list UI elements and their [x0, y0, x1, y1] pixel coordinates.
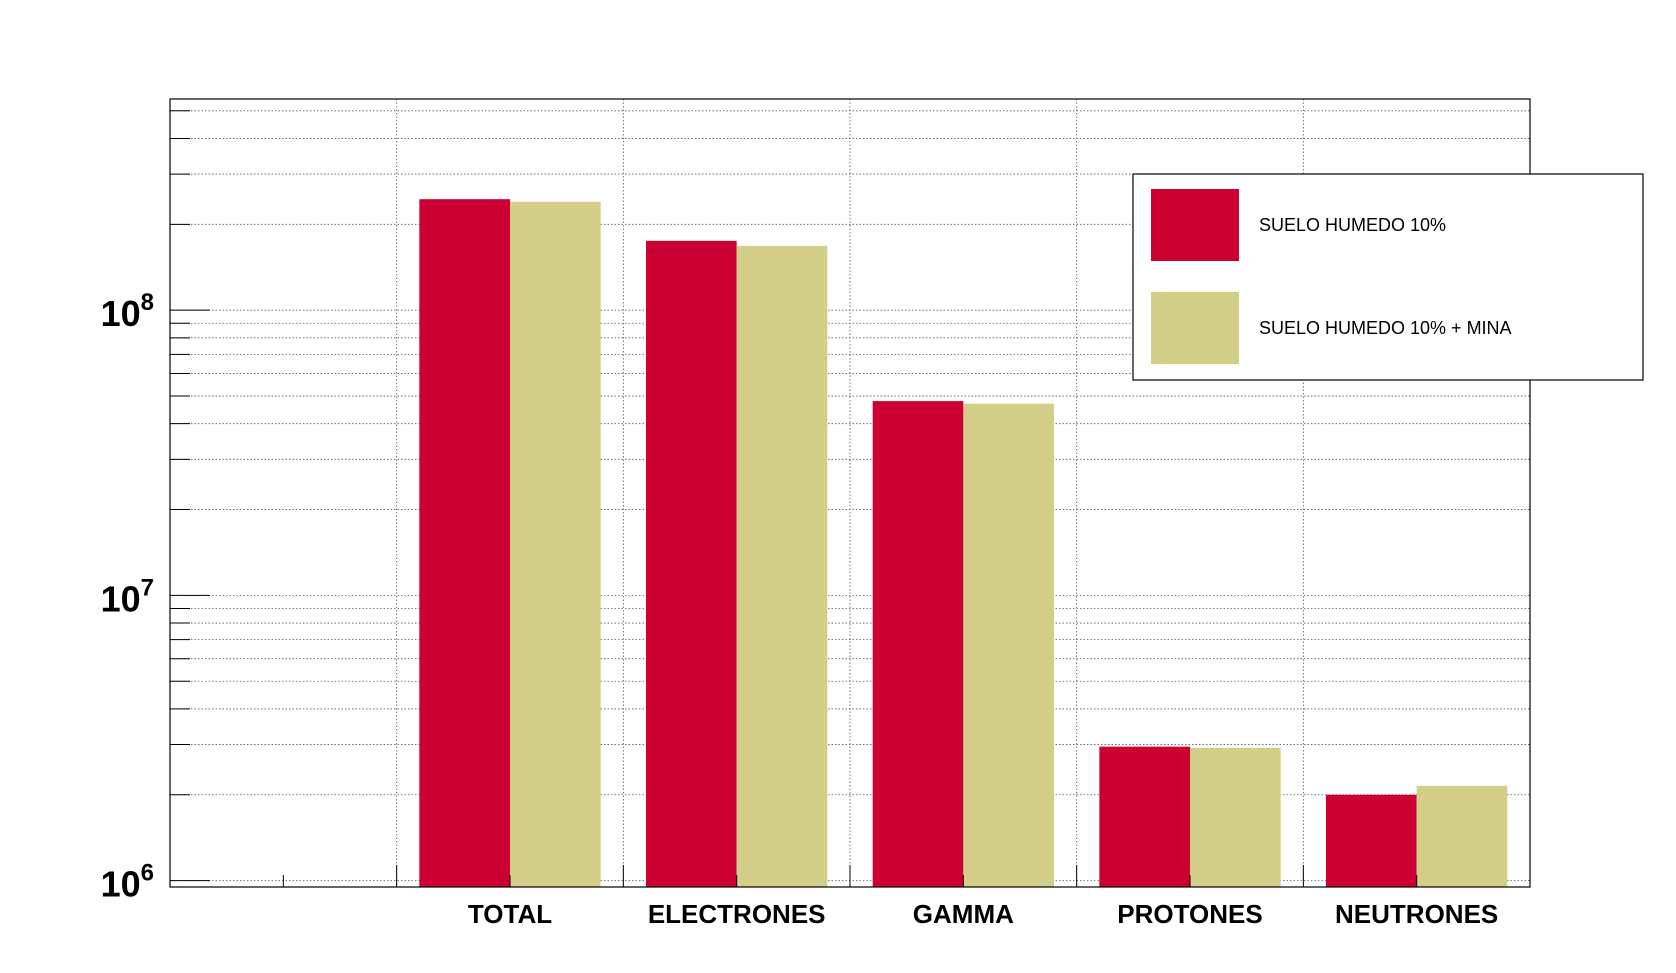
bar-series-1-2: [419, 199, 510, 887]
legend: SUELO HUMEDO 10% SUELO HUMEDO 10% + MINA: [1132, 173, 1644, 381]
axis-ticks: [169, 110, 1531, 887]
legend-swatch-series-1: [1151, 189, 1239, 261]
category-labels: TOTAL ELECTRONES GAMMA PROTONES NEUTRONES: [468, 899, 1498, 929]
category-label: GAMMA: [913, 899, 1014, 929]
y-tick-label: 107: [101, 574, 154, 619]
legend-label-series-1: SUELO HUMEDO 10%: [1259, 215, 1446, 235]
bar-series-1-4: [872, 401, 964, 887]
bar-series-1-5: [1099, 746, 1190, 887]
y-tick-labels: 106 107 108: [101, 289, 154, 904]
bar-series-1-6: [1326, 794, 1417, 887]
legend-swatch-series-2: [1151, 292, 1239, 364]
y-tick-label: 106: [101, 860, 154, 905]
bar-series-2-3: [736, 245, 828, 887]
y-tick-label: 108: [101, 289, 154, 334]
grid-lines: [170, 99, 1530, 887]
category-label: NEUTRONES: [1335, 899, 1498, 929]
bar-series-2-4: [963, 403, 1054, 887]
bar-series-1-3: [646, 240, 737, 888]
category-label: PROTONES: [1117, 899, 1262, 929]
bars: [419, 199, 1508, 888]
legend-label-series-2: SUELO HUMEDO 10% + MINA: [1259, 318, 1512, 338]
bar-series-2-6: [1416, 785, 1508, 887]
bar-series-2-2: [510, 201, 601, 888]
bar-series-2-5: [1190, 747, 1281, 887]
category-label: TOTAL: [468, 899, 552, 929]
category-label: ELECTRONES: [648, 899, 826, 929]
